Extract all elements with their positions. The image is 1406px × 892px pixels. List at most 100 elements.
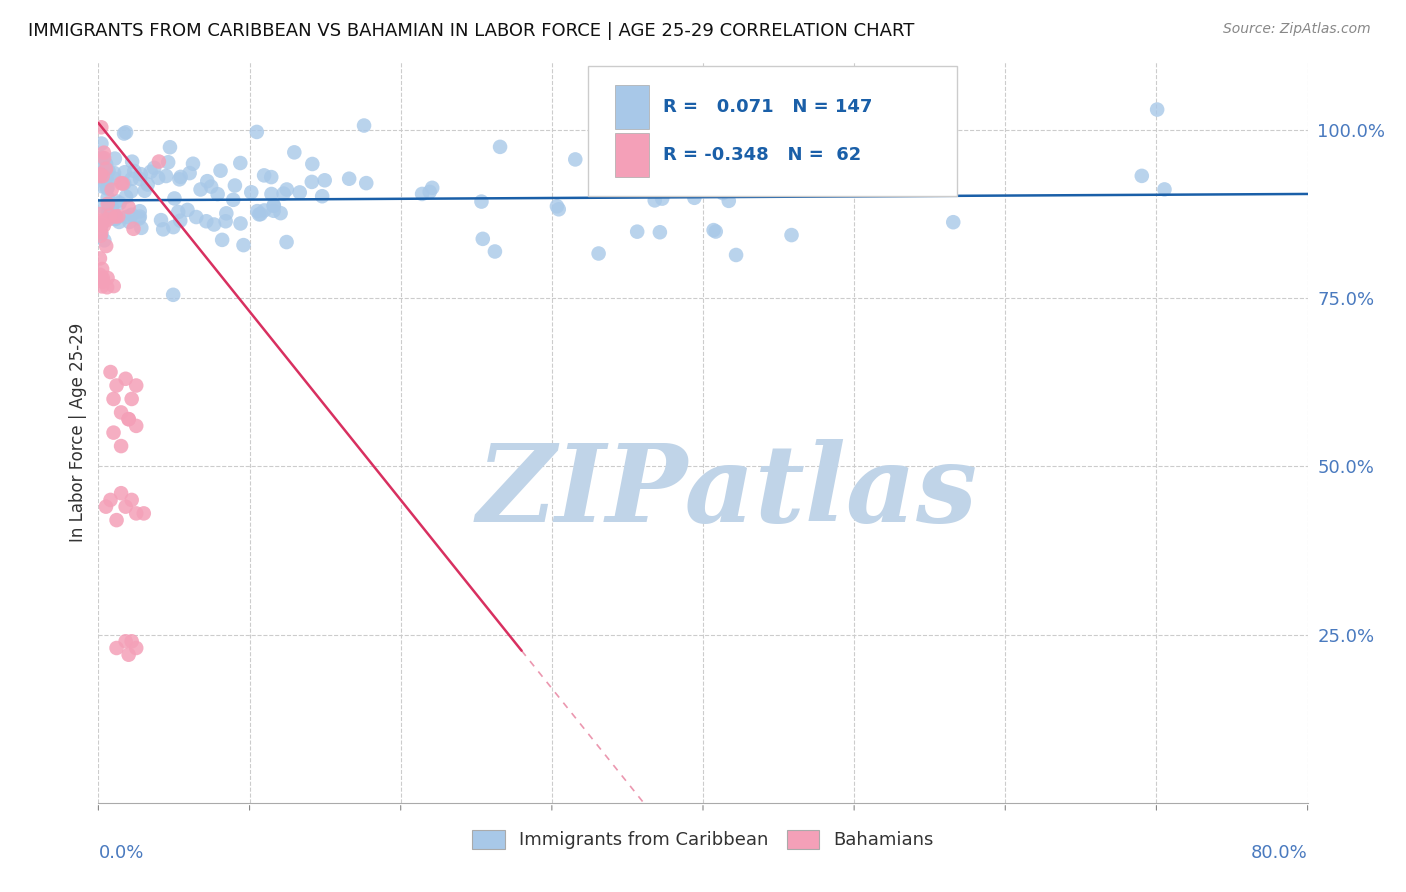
Point bbox=[115, 189, 138, 203]
Point bbox=[651, 192, 673, 206]
Point bbox=[120, 184, 142, 198]
Point bbox=[128, 211, 150, 226]
Point bbox=[613, 122, 636, 136]
Text: Source: ZipAtlas.com: Source: ZipAtlas.com bbox=[1223, 22, 1371, 37]
Point bbox=[118, 215, 141, 229]
Point bbox=[276, 235, 298, 249]
Point bbox=[260, 187, 283, 202]
Point bbox=[132, 507, 155, 521]
Point bbox=[114, 634, 136, 648]
Point bbox=[337, 171, 360, 186]
Point bbox=[162, 288, 184, 302]
Point bbox=[108, 215, 131, 229]
Point bbox=[240, 186, 263, 200]
Point bbox=[105, 378, 128, 392]
Point bbox=[91, 271, 114, 285]
Point bbox=[121, 154, 143, 169]
Text: 0.0%: 0.0% bbox=[98, 844, 143, 862]
Point bbox=[411, 186, 433, 201]
Point bbox=[725, 248, 748, 262]
Point bbox=[703, 223, 725, 237]
Point bbox=[353, 119, 375, 133]
Point bbox=[98, 197, 121, 211]
Point bbox=[121, 208, 143, 222]
Point bbox=[105, 210, 128, 224]
Point bbox=[90, 225, 112, 239]
Point bbox=[117, 200, 139, 214]
Point bbox=[97, 180, 120, 194]
Point bbox=[97, 191, 120, 205]
Point bbox=[301, 157, 323, 171]
Point bbox=[134, 184, 156, 198]
Point bbox=[470, 194, 492, 209]
Point bbox=[644, 194, 666, 208]
Point bbox=[90, 151, 112, 165]
Point bbox=[107, 209, 129, 223]
Point bbox=[169, 213, 191, 227]
Point bbox=[195, 174, 218, 188]
Point bbox=[215, 206, 238, 220]
Point bbox=[150, 213, 173, 227]
Point bbox=[253, 203, 276, 218]
Point bbox=[229, 156, 252, 170]
Point bbox=[246, 204, 269, 219]
Point bbox=[89, 207, 111, 221]
Point bbox=[273, 186, 295, 201]
Text: IMMIGRANTS FROM CARIBBEAN VS BAHAMIAN IN LABOR FORCE | AGE 25-29 CORRELATION CHA: IMMIGRANTS FROM CARIBBEAN VS BAHAMIAN IN… bbox=[28, 22, 914, 40]
Point bbox=[90, 227, 112, 241]
Point bbox=[103, 425, 125, 440]
Point bbox=[96, 271, 118, 285]
Point bbox=[96, 174, 118, 188]
Point bbox=[97, 196, 120, 211]
Point bbox=[419, 185, 441, 199]
Point bbox=[94, 157, 117, 171]
Point bbox=[115, 125, 138, 139]
Point bbox=[90, 120, 112, 135]
FancyBboxPatch shape bbox=[588, 66, 957, 195]
Point bbox=[122, 221, 145, 235]
Point bbox=[167, 205, 190, 219]
Point bbox=[125, 507, 148, 521]
Point bbox=[263, 203, 285, 218]
Point bbox=[224, 178, 246, 193]
Point bbox=[112, 127, 135, 141]
Point bbox=[124, 164, 146, 178]
Point bbox=[420, 181, 443, 195]
Point bbox=[260, 170, 283, 185]
Point bbox=[546, 199, 568, 213]
Point bbox=[195, 214, 218, 228]
Text: ZIPatlas: ZIPatlas bbox=[477, 439, 977, 545]
Point bbox=[110, 439, 132, 453]
Point bbox=[711, 186, 734, 200]
Point bbox=[263, 198, 285, 212]
Point bbox=[118, 648, 141, 662]
Point bbox=[163, 191, 186, 205]
Point bbox=[253, 169, 276, 183]
Point bbox=[202, 218, 225, 232]
Point bbox=[103, 279, 125, 293]
Point bbox=[103, 171, 125, 186]
Point bbox=[689, 157, 711, 171]
Point bbox=[211, 233, 233, 247]
Point bbox=[89, 216, 111, 230]
Point bbox=[471, 232, 494, 246]
Point bbox=[90, 279, 112, 293]
Point bbox=[288, 186, 311, 200]
Point bbox=[169, 172, 191, 186]
Point bbox=[354, 176, 377, 190]
Point bbox=[93, 219, 115, 233]
Legend: Immigrants from Caribbean, Bahamians: Immigrants from Caribbean, Bahamians bbox=[465, 823, 941, 856]
Point bbox=[90, 179, 112, 194]
Point bbox=[263, 199, 285, 213]
Point bbox=[247, 207, 270, 221]
Point bbox=[301, 175, 323, 189]
Text: R =   0.071   N = 147: R = 0.071 N = 147 bbox=[664, 98, 873, 116]
Point bbox=[96, 280, 118, 294]
Point bbox=[214, 214, 236, 228]
Point bbox=[143, 161, 166, 175]
Point bbox=[314, 173, 336, 187]
FancyBboxPatch shape bbox=[614, 133, 648, 178]
Point bbox=[97, 204, 120, 219]
Text: 80.0%: 80.0% bbox=[1251, 844, 1308, 862]
Point bbox=[620, 156, 643, 170]
